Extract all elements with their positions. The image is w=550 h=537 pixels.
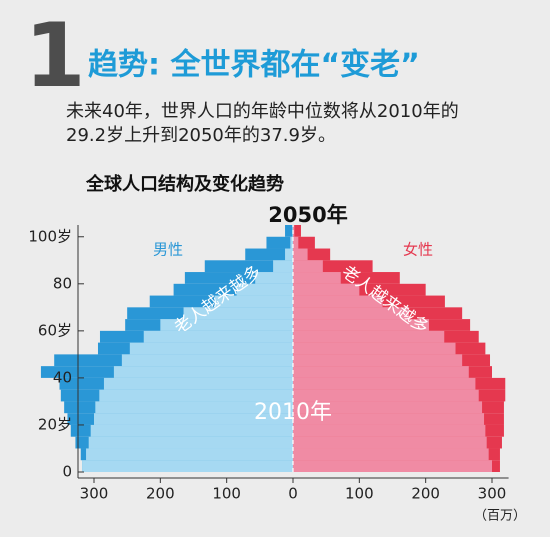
bar xyxy=(113,366,294,378)
bar xyxy=(129,342,293,355)
y-tick-label: 60岁 xyxy=(38,321,72,339)
y-tick-label: 20岁 xyxy=(38,415,72,433)
bar xyxy=(293,260,373,273)
bar xyxy=(293,401,483,414)
bar xyxy=(293,413,485,425)
y-tick-label: 40 xyxy=(53,368,72,386)
bar xyxy=(293,295,383,308)
year-label: 2010年 xyxy=(254,400,332,425)
bar xyxy=(266,236,293,249)
bar xyxy=(285,225,293,237)
bar xyxy=(293,424,486,437)
bar xyxy=(90,424,293,437)
subtitle: 29.2岁上升到2050年的37.9岁。 xyxy=(66,125,336,146)
bar xyxy=(99,389,293,402)
bar xyxy=(273,260,293,273)
x-tick-label: 200 xyxy=(411,485,440,503)
bar xyxy=(293,236,315,249)
bar xyxy=(293,366,469,378)
x-tick-label: 100 xyxy=(212,485,241,503)
bar xyxy=(290,236,293,249)
bar xyxy=(293,272,400,284)
series-label: 男性 xyxy=(153,241,183,259)
bar xyxy=(236,283,293,296)
bar xyxy=(94,413,293,425)
bar xyxy=(293,225,295,237)
x-tick-label: 0 xyxy=(288,485,298,503)
bar xyxy=(95,401,294,414)
x-tick-label: 300 xyxy=(478,485,507,503)
bar xyxy=(293,354,463,367)
y-tick-label: 0 xyxy=(62,463,72,481)
bar xyxy=(160,319,293,331)
year-label: 2050年 xyxy=(268,203,347,227)
series-label: 女性 xyxy=(403,241,433,259)
bar xyxy=(285,248,293,261)
bar xyxy=(293,436,487,449)
bar xyxy=(293,342,456,355)
bar xyxy=(86,448,293,461)
bar xyxy=(293,448,489,461)
chart-title: 全球人口结构及变化趋势 xyxy=(85,173,284,195)
bar xyxy=(121,354,293,367)
bar xyxy=(88,436,294,449)
bar xyxy=(255,272,293,284)
bar xyxy=(293,272,341,284)
headline: 趋势: 全世界都在“变老” xyxy=(88,48,420,83)
x-unit: （百万） xyxy=(474,509,526,524)
bar xyxy=(293,260,323,273)
bar xyxy=(143,330,293,343)
x-tick-label: 100 xyxy=(345,485,374,503)
bar xyxy=(293,389,479,402)
bar xyxy=(293,225,301,237)
y-tick-label: 100岁 xyxy=(28,227,72,245)
bar xyxy=(184,272,293,284)
bar xyxy=(293,377,476,390)
bar xyxy=(173,283,293,296)
bar xyxy=(293,248,331,261)
bar xyxy=(293,460,492,472)
bar xyxy=(293,319,429,331)
bar xyxy=(293,307,410,320)
bar xyxy=(293,248,308,261)
bar xyxy=(183,307,293,320)
bar xyxy=(103,377,293,390)
y-tick-label: 80 xyxy=(53,274,72,292)
bar xyxy=(214,295,293,308)
bar xyxy=(82,460,293,472)
bar xyxy=(293,330,445,343)
subtitle: 未来40年，世界人口的年龄中位数将从2010年的 xyxy=(66,101,459,122)
x-tick-label: 200 xyxy=(146,485,175,503)
section-number: 1 xyxy=(24,4,85,107)
bar xyxy=(245,248,293,261)
x-tick-label: 300 xyxy=(80,485,109,503)
bar xyxy=(293,283,360,296)
bar xyxy=(293,236,299,249)
bar xyxy=(204,260,293,273)
